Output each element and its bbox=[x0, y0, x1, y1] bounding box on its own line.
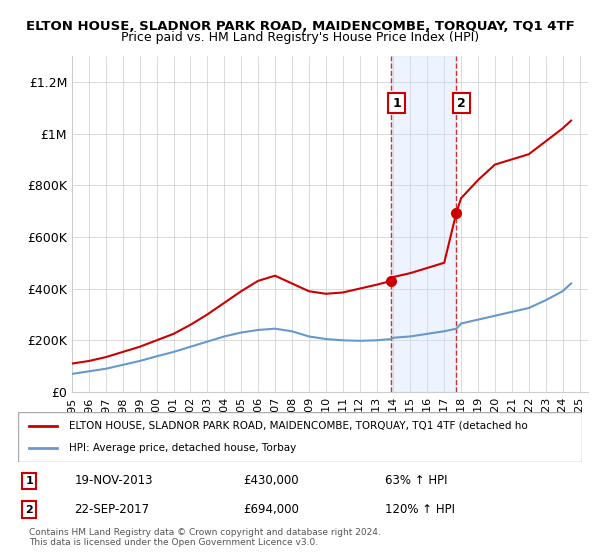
Text: Contains HM Land Registry data © Crown copyright and database right 2024.
This d: Contains HM Land Registry data © Crown c… bbox=[29, 528, 381, 547]
Text: £430,000: £430,000 bbox=[244, 474, 299, 487]
Text: £694,000: £694,000 bbox=[244, 503, 299, 516]
FancyBboxPatch shape bbox=[18, 412, 582, 462]
Text: ELTON HOUSE, SLADNOR PARK ROAD, MAIDENCOMBE, TORQUAY, TQ1 4TF: ELTON HOUSE, SLADNOR PARK ROAD, MAIDENCO… bbox=[26, 20, 574, 32]
Text: HPI: Average price, detached house, Torbay: HPI: Average price, detached house, Torb… bbox=[69, 443, 296, 453]
Bar bbox=[391, 56, 457, 392]
Text: ELTON HOUSE, SLADNOR PARK ROAD, MAIDENCOMBE, TORQUAY, TQ1 4TF (detached ho: ELTON HOUSE, SLADNOR PARK ROAD, MAIDENCO… bbox=[69, 421, 527, 431]
Text: Price paid vs. HM Land Registry's House Price Index (HPI): Price paid vs. HM Land Registry's House … bbox=[121, 31, 479, 44]
Text: 2: 2 bbox=[457, 96, 466, 110]
Text: 1: 1 bbox=[25, 476, 33, 486]
Text: 19-NOV-2013: 19-NOV-2013 bbox=[74, 474, 153, 487]
Text: 120% ↑ HPI: 120% ↑ HPI bbox=[385, 503, 455, 516]
Text: 63% ↑ HPI: 63% ↑ HPI bbox=[385, 474, 447, 487]
Text: 2: 2 bbox=[25, 505, 33, 515]
Text: 1: 1 bbox=[392, 96, 401, 110]
Text: 22-SEP-2017: 22-SEP-2017 bbox=[74, 503, 149, 516]
